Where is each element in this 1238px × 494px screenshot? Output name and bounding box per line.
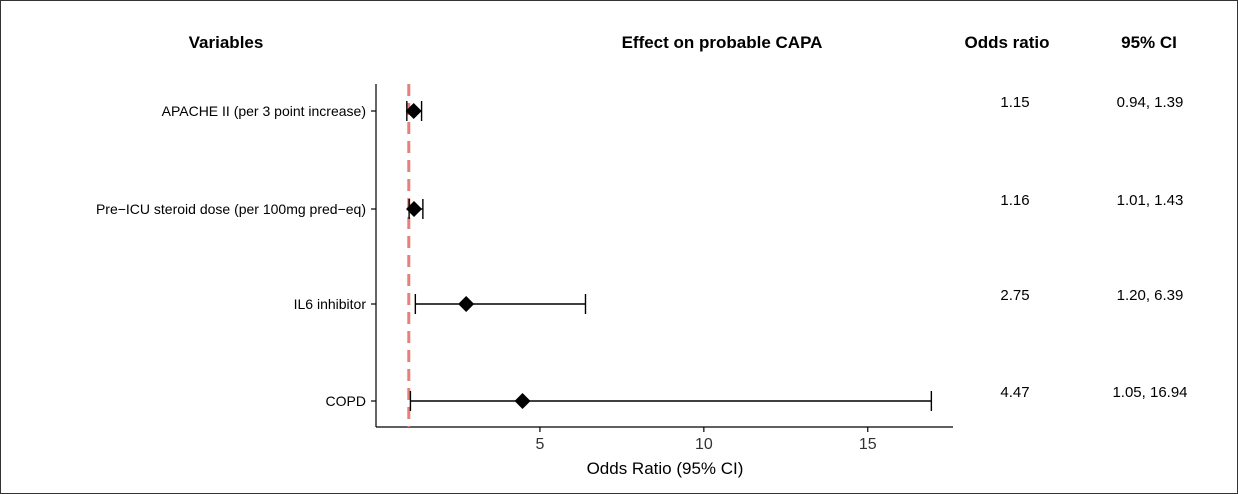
x-tick-label-5: 5 — [535, 436, 544, 453]
x-tick-label-10: 10 — [695, 436, 713, 453]
x-tick-label-15: 15 — [859, 436, 877, 453]
row-odds-ratio-3: 2.75 — [1000, 287, 1029, 304]
row-odds-ratio-2: 1.16 — [1000, 192, 1029, 209]
row-ci-3: 1.20, 6.39 — [1117, 287, 1184, 304]
x-axis-title: Odds Ratio (95% CI) — [587, 459, 744, 478]
row-ci-1: 0.94, 1.39 — [1117, 94, 1184, 111]
row-label-4: COPD — [326, 393, 366, 409]
odds-ratio-header: Odds ratio — [964, 33, 1049, 52]
row-label-2: Pre−ICU steroid dose (per 100mg pred−eq) — [96, 201, 366, 217]
point-estimate-4 — [514, 393, 531, 409]
point-estimate-3 — [458, 296, 475, 312]
rows-layer: APACHE II (per 3 point increase) 1.15 0.94… — [96, 94, 1188, 409]
row-ci-4: 1.05, 16.94 — [1112, 384, 1187, 401]
row-odds-ratio-1: 1.15 — [1000, 94, 1029, 111]
effect-header: Effect on probable CAPA — [622, 33, 823, 52]
row-label-3: IL6 inhibitor — [294, 296, 367, 312]
point-estimate-2 — [406, 201, 423, 217]
point-estimate-1 — [405, 103, 422, 119]
row-odds-ratio-4: 4.47 — [1000, 384, 1029, 401]
row-ci-2: 1.01, 1.43 — [1117, 192, 1184, 209]
ci-header: 95% CI — [1121, 33, 1177, 52]
plot-area: 5 10 15 — [371, 84, 953, 453]
row-label-1: APACHE II (per 3 point increase) — [162, 103, 366, 119]
variables-header: Variables — [189, 33, 264, 52]
